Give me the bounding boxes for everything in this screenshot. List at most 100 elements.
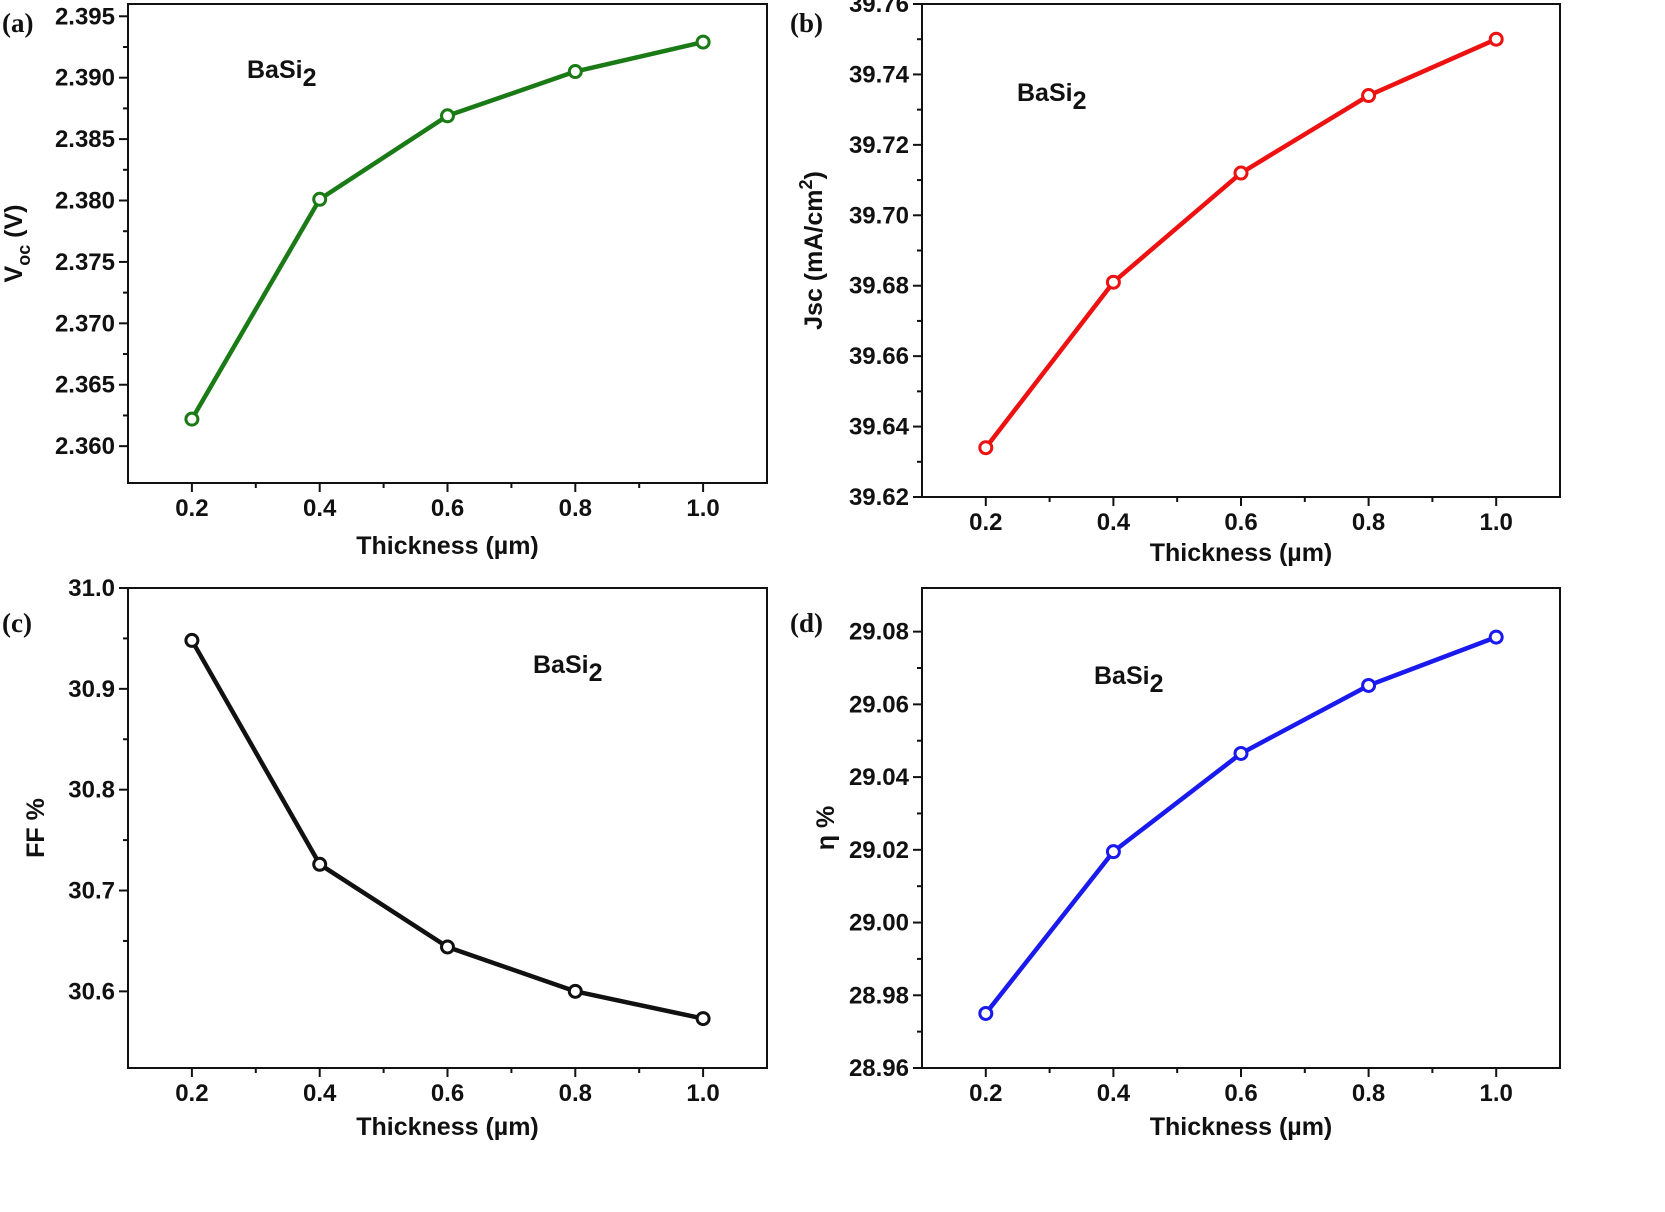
annotation-sub: 2 xyxy=(1073,87,1087,115)
y-tick-label: 39.74 xyxy=(849,61,910,88)
x-axis-a: 0.2 0.4 0.6 0.8 1.0 xyxy=(175,483,720,522)
annotation-base: BaSi xyxy=(1017,79,1073,107)
x-axis-d: 0.2 0.4 0.6 0.8 1.0 xyxy=(969,1068,1513,1107)
y-tick-label: 2.390 xyxy=(55,65,115,92)
y-axis-title-base: η % xyxy=(812,806,840,850)
y-tick-label: 2.395 xyxy=(55,3,115,30)
panel-d: 0.2 0.4 0.6 0.8 1.0 28.96 28.98 29.00 29.02 29.04… xyxy=(790,587,1561,1141)
x-tick-label: 0.6 xyxy=(431,1080,464,1107)
panel-label: (a) xyxy=(2,8,33,38)
annotation-basi2: BaSi2 xyxy=(247,56,317,92)
y-tick-label: 30.7 xyxy=(68,878,115,905)
y-tick-label: 30.9 xyxy=(68,676,115,703)
y-axis-title: FF % xyxy=(22,798,50,858)
y-axis-title-rest: (V) xyxy=(0,205,28,245)
y-tick-label: 2.380 xyxy=(55,188,115,215)
x-tick-label: 0.4 xyxy=(1097,1080,1131,1107)
data-point xyxy=(567,983,583,999)
x-tick-label: 1.0 xyxy=(686,495,719,522)
panel-c: 0.2 0.4 0.6 0.8 1.0 30.6 30.7 30.8 30.9 31.0 Thick… xyxy=(2,575,768,1141)
x-tick-label: 0.8 xyxy=(1352,509,1385,536)
x-tick-label: 1.0 xyxy=(686,1080,719,1107)
series-line xyxy=(189,39,704,421)
x-tick-label: 0.8 xyxy=(1352,1080,1385,1107)
annotation-sub: 2 xyxy=(589,659,603,687)
x-axis-title: Thickness (µm) xyxy=(356,1113,539,1141)
x-axis-title: Thickness (µm) xyxy=(1150,1113,1333,1141)
x-tick-label: 0.2 xyxy=(175,1080,208,1107)
plot-frame-a xyxy=(127,3,768,484)
annotation-sub: 2 xyxy=(303,64,317,92)
y-axis-title-sup: 2 xyxy=(796,179,816,189)
annotation-basi2: BaSi2 xyxy=(1017,79,1087,115)
x-axis-c: 0.2 0.4 0.6 0.8 1.0 xyxy=(175,1068,720,1107)
y-axis-title-rest: ) xyxy=(800,171,828,179)
y-tick-label: 29.06 xyxy=(849,691,909,718)
y-axis-title-base: FF % xyxy=(22,798,50,858)
data-point xyxy=(1488,629,1504,645)
data-point xyxy=(184,632,200,648)
y-tick-label: 39.64 xyxy=(849,414,910,441)
data-point xyxy=(567,64,583,80)
data-point xyxy=(1233,745,1249,761)
annotation-sub: 2 xyxy=(1150,670,1164,698)
y-axis-b: 39.62 39.64 39.66 39.68 39.70 39.72 39.74 39.76 xyxy=(849,0,922,511)
x-tick-label: 0.2 xyxy=(969,509,1002,536)
annotation-base: BaSi xyxy=(533,651,589,679)
y-tick-label: 39.76 xyxy=(849,0,909,18)
data-point xyxy=(695,34,711,50)
data-point xyxy=(1105,844,1121,860)
y-tick-label: 31.0 xyxy=(68,575,115,602)
x-tick-label: 0.8 xyxy=(559,495,592,522)
data-point xyxy=(1361,677,1377,693)
y-axis-a: 2.360 2.365 2.370 2.375 2.380 2.385 2.390 2.395 xyxy=(55,3,128,460)
annotation-base: BaSi xyxy=(247,56,303,84)
y-tick-label: 29.08 xyxy=(849,619,909,646)
y-tick-label: 39.72 xyxy=(849,132,909,159)
panel-label: (b) xyxy=(790,8,823,38)
series-d xyxy=(978,629,1504,1021)
annotation-basi2: BaSi2 xyxy=(533,651,603,687)
plot-frame-d xyxy=(921,587,1561,1069)
data-point xyxy=(695,1011,711,1027)
panel-a: 0.2 0.4 0.6 0.8 1.0 2.360 2.365 2.370 2.375 2.380… xyxy=(0,3,768,560)
x-tick-label: 0.2 xyxy=(175,495,208,522)
y-tick-label: 2.365 xyxy=(55,372,115,399)
data-point xyxy=(312,191,328,207)
x-tick-label: 1.0 xyxy=(1480,509,1513,536)
y-tick-label: 39.66 xyxy=(849,343,909,370)
y-axis-c: 30.6 30.7 30.8 30.9 31.0 xyxy=(68,575,128,1005)
data-point xyxy=(1233,165,1249,181)
data-point xyxy=(184,411,200,427)
y-tick-label: 28.98 xyxy=(849,982,909,1009)
x-tick-label: 1.0 xyxy=(1480,1080,1513,1107)
data-point xyxy=(978,440,994,456)
x-tick-label: 0.6 xyxy=(431,495,464,522)
y-tick-label: 2.375 xyxy=(55,249,115,276)
annotation-basi2: BaSi2 xyxy=(1094,662,1164,698)
plot-frame-c xyxy=(127,587,768,1069)
panel-label: (d) xyxy=(790,608,823,638)
y-axis-d: 28.96 28.98 29.00 29.02 29.04 29.06 29.08 xyxy=(849,619,922,1082)
y-axis-title-base: V xyxy=(0,265,28,282)
x-axis-b: 0.2 0.4 0.6 0.8 1.0 xyxy=(969,497,1513,536)
x-tick-label: 0.6 xyxy=(1224,1080,1257,1107)
x-tick-label: 0.8 xyxy=(559,1080,592,1107)
y-axis-title: η % xyxy=(812,806,840,850)
x-tick-label: 0.4 xyxy=(1097,509,1131,536)
x-tick-label: 0.4 xyxy=(303,1080,337,1107)
panel-label: (c) xyxy=(2,608,32,638)
panel-b: 0.2 0.4 0.6 0.8 1.0 39.62 39.64 39.66 39.68 39.70… xyxy=(790,0,1561,567)
data-point xyxy=(1105,274,1121,290)
y-axis-title-base: Jsc (mA/cm xyxy=(800,189,828,329)
data-point xyxy=(1488,31,1504,47)
series-line xyxy=(189,639,704,1021)
y-tick-label: 39.70 xyxy=(849,202,909,229)
x-tick-label: 0.6 xyxy=(1224,509,1257,536)
series-c xyxy=(184,632,711,1027)
data-point xyxy=(440,108,455,124)
y-axis-title: Jsc (mA/cm2) xyxy=(796,171,828,330)
series-a xyxy=(184,34,711,427)
y-tick-label: 39.62 xyxy=(849,484,909,511)
